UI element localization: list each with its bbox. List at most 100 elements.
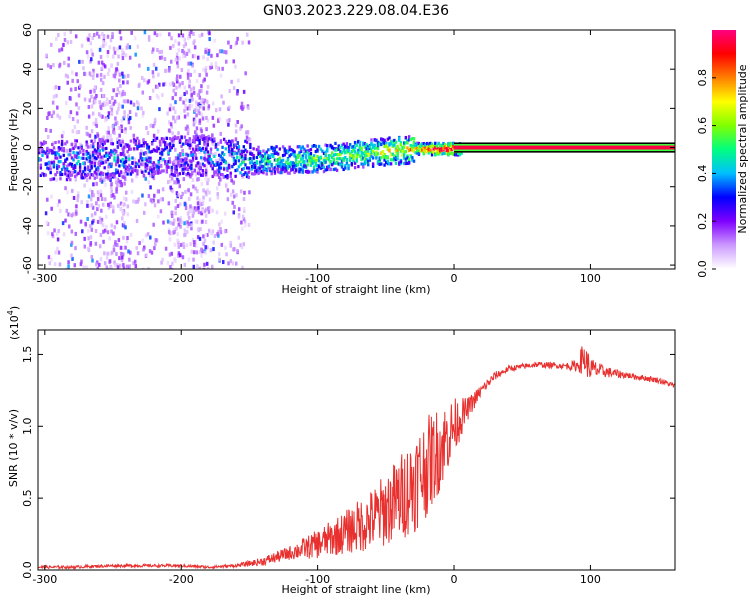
spectrogram-ridge-cell — [105, 139, 108, 143]
spectrogram-noise-cell — [179, 216, 183, 221]
spectrogram-ridge-cell — [242, 172, 246, 177]
spectrogram-ridge-cell — [214, 170, 218, 174]
spectrogram-ridge-cell — [147, 145, 151, 149]
spectrogram-ridge-cell — [355, 143, 358, 147]
spectrogram-ridge-cell — [64, 168, 67, 173]
spectrogram-noise-cell — [219, 131, 222, 136]
spectrogram-noise-cell — [91, 220, 94, 225]
spectrogram-ridge-cell — [353, 161, 357, 165]
spectrogram-ridge-cell — [177, 153, 180, 157]
spectrogram-noise-cell — [207, 106, 210, 111]
spectrogram-noise-cell — [72, 212, 75, 217]
spectrogram-noise-cell — [194, 207, 198, 212]
spectrogram-ridge-cell — [191, 152, 195, 157]
spectrogram-ridge-cell — [290, 160, 293, 165]
spectrogram-noise-cell — [207, 104, 211, 109]
spectrogram-noise-cell — [207, 228, 211, 233]
spectrogram-ridge-cell — [222, 137, 226, 141]
spectrogram-ridge-cell — [435, 149, 439, 153]
spectrogram-ridge-cell — [234, 159, 237, 163]
spectrogram-ridge-cell — [365, 144, 368, 148]
spectrogram-ridge-cell — [162, 158, 165, 162]
spectrogram-ridge-cell — [373, 143, 376, 147]
spectrogram-ridge-cell — [167, 165, 170, 169]
spectrogram-noise-cell — [90, 227, 94, 232]
spectrogram-ridge-cell — [386, 162, 390, 166]
spectrogram-ridge-cell — [82, 176, 85, 180]
spectrogram-noise-cell — [153, 193, 156, 198]
spectrogram-ridge-cell — [213, 154, 216, 159]
spectrogram-ridge-cell — [381, 150, 385, 154]
spectrogram-ridge-cell — [113, 174, 116, 178]
spectrogram-noise-cell — [113, 74, 117, 79]
spectrogram-noise-cell — [215, 186, 219, 191]
spectrogram-ridge-cell — [275, 151, 278, 156]
spectrogram-ridge-cell — [281, 158, 285, 162]
spectrogram-ridge-cell — [250, 167, 254, 171]
spectrogram-noise-cell — [197, 109, 200, 114]
spectrogram-noise-cell — [89, 144, 93, 149]
spectrogram-noise-cell — [102, 239, 105, 244]
spectrogram-ridge-cell — [69, 178, 72, 182]
spectrogram-ridge-cell — [439, 147, 442, 151]
spectrogram-noise-cell — [67, 260, 70, 265]
spectrogram-noise-cell — [183, 228, 187, 233]
spectrogram-ridge-cell — [72, 164, 75, 168]
spectrogram-ridge-cell — [419, 143, 422, 147]
spectrogram-noise-cell — [220, 242, 224, 247]
spectrogram-noise-cell — [206, 57, 209, 62]
spectrogram-noise-cell — [99, 232, 103, 237]
spectrogram-ridge-cell — [213, 139, 216, 143]
spectrogram-ridge-cell — [258, 149, 262, 154]
colorbar-ticks: 0.00.20.40.60.8 — [696, 69, 716, 278]
spectrogram-ridge-cell — [342, 149, 345, 153]
spectrogram-ridge-cell — [216, 168, 219, 172]
spectrogram-ridge-cell — [137, 139, 141, 143]
spectrogram-ridge-cell — [365, 160, 368, 164]
spectrogram-ridge-cell — [293, 170, 296, 174]
spectrogram-ridge-cell — [363, 145, 367, 149]
spectrogram-noise-cell — [128, 55, 132, 60]
spectrogram-ridge-cell — [337, 162, 340, 166]
spectrogram-ridge-cell — [344, 155, 347, 160]
spectrogram-noise-cell — [230, 79, 233, 84]
spectrogram-noise-cell — [121, 252, 125, 257]
spectrogram-ridge-cell — [146, 158, 149, 162]
spectrogram-ridge-cell — [254, 165, 257, 170]
spectrogram-ridge-cell — [185, 140, 188, 144]
spectrogram-noise-cell — [201, 219, 204, 224]
spectrogram-ridge-cell — [353, 150, 357, 154]
spectrogram-noise-cell — [119, 83, 122, 88]
spectrogram-noise-cell — [234, 137, 238, 142]
spectrogram-noise-cell — [198, 266, 201, 269]
spectrogram-ridge-cell — [185, 157, 188, 161]
snr-scale-label: (x104) — [6, 306, 21, 340]
spectrogram-noise-cell — [236, 91, 239, 96]
spectrogram-noise-cell — [106, 169, 110, 174]
spectrogram-ridge-cell — [183, 159, 187, 163]
spectrogram-noise-cell — [115, 67, 118, 72]
spectrogram-noise-cell — [108, 100, 112, 105]
spectrogram-noise-cell — [228, 105, 231, 110]
spectrogram-noise-cell — [129, 232, 133, 237]
spectrogram-noise-cell — [95, 181, 98, 186]
spectrogram-noise-cell — [193, 69, 196, 74]
spectrogram-noise-cell — [105, 255, 109, 260]
spectrogram-noise-cell — [62, 232, 66, 237]
spectrogram-noise-cell — [192, 122, 196, 127]
spectrogram-ridge-cell — [226, 166, 229, 170]
spectrogram-noise-cell — [102, 40, 105, 45]
spectrogram-noise-cell — [183, 37, 187, 42]
spectrogram-ridge-cell — [224, 174, 227, 179]
spectrogram-ridge-cell — [41, 142, 44, 146]
spectrogram-ridge-cell — [178, 140, 182, 144]
spectrogram-noise-cell — [70, 242, 73, 247]
spectrogram-noise-cell — [223, 229, 227, 234]
spectrogram-ridge-cell — [296, 162, 300, 167]
spectrogram-ridge-cell — [286, 162, 290, 166]
spectrogram-noise-cell — [110, 265, 113, 269]
spectrogram-ridge-cell — [329, 167, 332, 171]
spectrogram-noise-cell — [155, 33, 159, 38]
spectrogram-noise-cell — [203, 152, 207, 157]
